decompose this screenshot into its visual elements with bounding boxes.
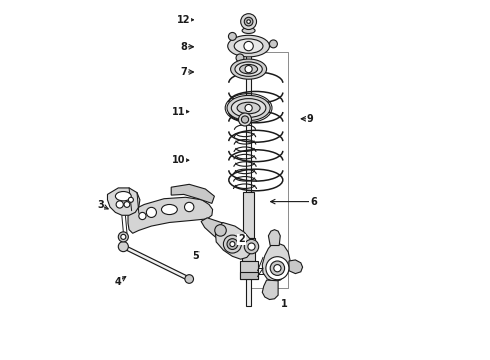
Circle shape [185,202,194,212]
Circle shape [230,242,235,247]
Circle shape [147,207,156,217]
Circle shape [128,197,133,202]
Bar [243,192,254,238]
Ellipse shape [242,28,255,33]
Text: 7: 7 [180,67,187,77]
Text: 5: 5 [192,251,199,261]
Ellipse shape [234,39,263,53]
Circle shape [270,261,285,275]
Circle shape [116,201,123,208]
Ellipse shape [116,192,131,201]
Polygon shape [171,184,215,203]
Ellipse shape [162,204,177,215]
Circle shape [245,239,259,254]
Ellipse shape [237,102,260,114]
Text: 1: 1 [280,299,287,309]
Ellipse shape [231,99,266,117]
Circle shape [270,40,277,48]
Circle shape [223,235,242,253]
Bar [240,272,258,279]
Circle shape [185,275,194,283]
Ellipse shape [231,59,267,79]
Ellipse shape [240,64,258,74]
Circle shape [139,212,146,220]
Ellipse shape [227,95,270,121]
Polygon shape [107,188,140,215]
Circle shape [244,41,253,51]
Circle shape [124,202,130,207]
Polygon shape [269,230,280,246]
Circle shape [245,104,252,112]
Circle shape [239,113,251,126]
Bar [242,238,255,261]
Circle shape [241,14,257,30]
Text: 3: 3 [97,200,104,210]
Circle shape [266,257,289,280]
Text: 4: 4 [115,276,122,287]
Text: 12: 12 [177,15,191,25]
Ellipse shape [235,62,262,76]
Circle shape [228,32,236,40]
Ellipse shape [228,35,270,57]
Circle shape [227,239,238,249]
Circle shape [236,54,244,62]
Polygon shape [262,243,290,282]
Text: 9: 9 [306,114,313,124]
Bar [240,261,258,279]
Text: 2: 2 [238,234,245,244]
Text: 10: 10 [172,155,185,165]
Circle shape [242,116,248,123]
Circle shape [247,20,250,23]
Circle shape [118,242,128,252]
Text: 8: 8 [180,42,187,52]
Circle shape [245,17,253,26]
Circle shape [121,234,126,239]
Polygon shape [216,222,252,259]
Text: 6: 6 [310,197,317,207]
Circle shape [245,66,252,73]
Polygon shape [289,260,303,274]
Bar [246,43,251,306]
Circle shape [248,243,255,250]
Polygon shape [262,280,278,300]
Polygon shape [128,197,213,233]
Circle shape [274,265,281,272]
Polygon shape [201,218,242,249]
Circle shape [215,225,226,236]
Text: 11: 11 [172,107,185,117]
Circle shape [118,232,128,242]
